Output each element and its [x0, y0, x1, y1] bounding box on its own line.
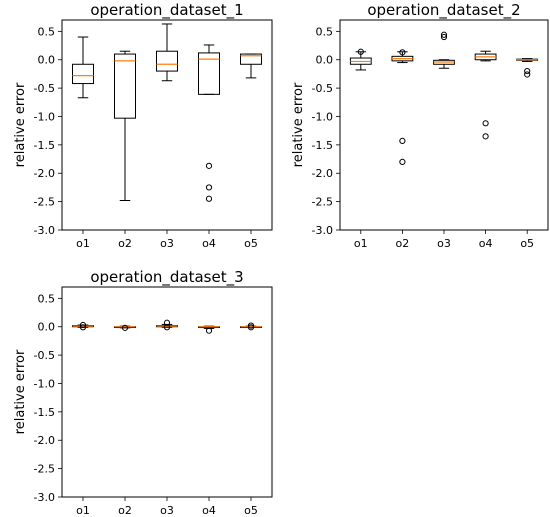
x-tick-label: o1 [76, 237, 90, 250]
box-o4 [198, 44, 220, 202]
axes-frame [61, 19, 273, 231]
iqr-box [72, 63, 94, 85]
y-tick-label: -2.5 [312, 196, 333, 209]
x-tick-label: o1 [354, 237, 368, 250]
y-tick-label: -0.5 [34, 349, 55, 362]
x-tick-label: o5 [520, 237, 534, 250]
outlier-point [399, 49, 406, 56]
outlier-point [121, 324, 129, 331]
chart-title: operation_dataset_3 [90, 268, 243, 287]
y-tick-label: 0.5 [316, 25, 334, 38]
y-tick-label: -3.0 [312, 224, 333, 237]
outlier-point [482, 133, 489, 140]
x-tick-label: o3 [160, 504, 174, 517]
outlier-point [524, 71, 531, 78]
y-tick-label: -2.5 [34, 463, 55, 476]
y-tick-label: -1.5 [34, 139, 55, 152]
y-tick-label: -1.5 [312, 139, 333, 152]
outlier-point [205, 184, 213, 191]
axes-frame [339, 19, 549, 231]
outlier-point [357, 48, 364, 55]
y-tick-label: -2.0 [34, 434, 55, 447]
y-tick-label: -1.0 [312, 110, 333, 123]
box-o4 [198, 325, 220, 334]
iqr-box [156, 50, 178, 72]
y-tick-label: 0.0 [38, 321, 56, 334]
x-tick-label: o4 [479, 237, 493, 250]
outlier-point [247, 322, 255, 329]
y-tick-label: -3.0 [34, 491, 55, 504]
box-o1 [72, 36, 94, 99]
x-tick-label: o3 [437, 237, 451, 250]
y-axis-label: relative error [13, 349, 28, 434]
outlier-point [247, 324, 255, 331]
box-o5 [240, 53, 262, 79]
outlier-point [399, 137, 406, 144]
y-tick-label: -2.0 [312, 167, 333, 180]
y-tick-label: 0.0 [316, 54, 334, 67]
x-tick-label: o1 [76, 504, 90, 517]
outlier-point [205, 162, 213, 169]
y-tick-label: -2.0 [34, 167, 55, 180]
subplot-1: operation_dataset_1 relative error 0.5 0.0 -… [13, 1, 273, 250]
outlier-point [440, 31, 448, 38]
box-o2 [114, 324, 136, 331]
box-o1 [72, 321, 94, 331]
box-o2 [114, 50, 136, 201]
outlier-point [482, 120, 489, 127]
y-tick-label: 0.0 [38, 54, 56, 67]
box-o3 [156, 23, 178, 82]
y-tick-label: -2.5 [34, 196, 55, 209]
iqr-box [240, 53, 262, 65]
y-axis-label: relative error [291, 82, 306, 167]
chart-title: operation_dataset_1 [90, 1, 243, 20]
x-tick-label: o5 [244, 504, 258, 517]
box-o3 [433, 31, 455, 69]
chart-title: operation_dataset_2 [367, 1, 520, 20]
y-tick-label: -1.5 [34, 406, 55, 419]
x-tick-label: o3 [160, 237, 174, 250]
box-o5 [240, 322, 262, 331]
y-tick-label: -0.5 [312, 82, 333, 95]
box-o5 [516, 58, 539, 78]
outlier-point [205, 195, 213, 202]
outlier-point [399, 158, 406, 165]
y-tick-label: -1.0 [34, 110, 55, 123]
box-o2 [391, 49, 414, 165]
axes-frame [61, 286, 273, 498]
y-axis-label: relative error [13, 82, 28, 167]
x-tick-label: o2 [396, 237, 410, 250]
x-tick-label: o4 [202, 504, 216, 517]
outlier-point [524, 67, 531, 75]
outlier-point [440, 33, 448, 41]
y-tick-label: -3.0 [34, 224, 55, 237]
iqr-box [114, 53, 136, 119]
box-o3 [156, 319, 178, 331]
subplot-2: operation_dataset_2 relative error 0.5 0.0 -… [291, 1, 549, 250]
outlier-point [163, 319, 171, 326]
y-tick-label: -0.5 [34, 82, 55, 95]
x-tick-label: o2 [118, 504, 132, 517]
iqr-box [198, 52, 220, 95]
y-tick-label: 0.5 [38, 25, 56, 38]
x-tick-label: o5 [244, 237, 258, 250]
outlier-point [163, 324, 171, 331]
outlier-point [79, 321, 87, 329]
box-o4 [474, 50, 497, 140]
y-tick-label: 0.5 [38, 292, 56, 305]
outlier-point [205, 327, 213, 334]
subplot-3: operation_dataset_3 relative error 0.5 0.0 -… [13, 268, 273, 517]
x-tick-label: o2 [118, 237, 132, 250]
y-tick-label: -1.0 [34, 377, 55, 390]
outlier-point [79, 324, 87, 331]
x-tick-label: o4 [202, 237, 216, 250]
box-o1 [349, 48, 372, 71]
